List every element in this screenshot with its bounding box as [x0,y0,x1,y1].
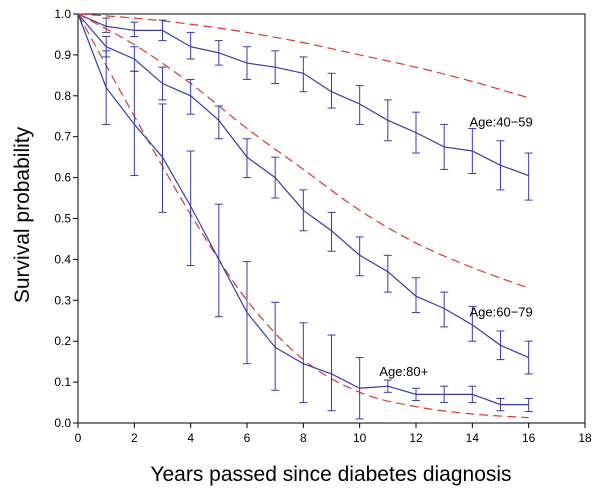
series-label: Age:40−59 [470,114,533,129]
observed-line [77,13,529,177]
x-axis-title: Years passed since diabetes diagnosis [150,463,511,486]
y-tick-label: 0.4 [54,252,71,266]
y-tick-label: 0.6 [54,171,71,185]
axes: 0 2 4 6 8 10 12 14 16 18 0.0 0.1 0.2 0.3 0.4 0.5 0.6 0.7 0… [54,7,592,445]
y-tick-label: 1.0 [54,7,71,21]
x-tick-label: 4 [187,431,194,445]
series-labels: Age:40−59 Age:60−79 Age:80+ [379,114,532,378]
y-tick-label: 0.5 [54,212,71,226]
x-tick-label: 8 [300,431,307,445]
y-tick-label: 0.3 [54,293,71,307]
y-tick-label: 0.7 [54,130,71,144]
y-tick-label: 0.1 [54,375,71,389]
x-tick-label: 0 [75,431,82,445]
x-tick-label: 10 [353,431,367,445]
y-tick-label: 0.9 [54,48,71,62]
y-tick-label: 0.0 [54,416,71,430]
y-tick-label: 0.2 [54,334,71,348]
curves-layer [77,13,533,420]
x-tick-label: 12 [409,431,423,445]
x-tick-label: 14 [466,431,480,445]
expected-curve [77,13,529,289]
series-label: Age:60−79 [470,305,533,320]
x-tick-label: 6 [244,431,251,445]
expected-curve [77,13,529,99]
x-tick-label: 18 [578,431,592,445]
x-tick-label: 2 [131,431,138,445]
y-axis-title: Survival probability [11,126,34,303]
y-tick-label: 0.8 [54,89,71,103]
x-tick-label: 16 [522,431,536,445]
expected-curve [77,13,529,419]
series-label: Age:80+ [379,364,428,379]
